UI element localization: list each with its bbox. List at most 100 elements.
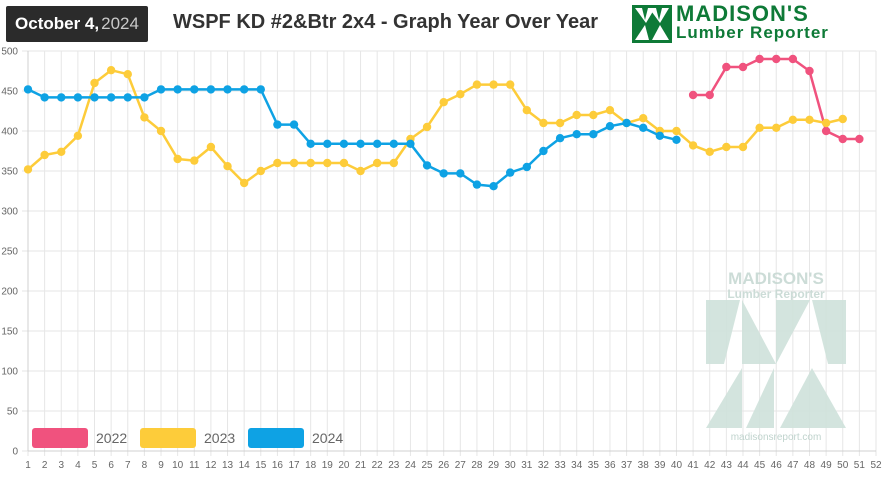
x-tick-label: 35	[588, 460, 600, 471]
x-tick-label: 11	[189, 460, 200, 471]
data-point-2024	[306, 139, 315, 148]
data-point-2024	[40, 93, 49, 102]
data-point-2023	[439, 98, 448, 107]
data-point-2024	[372, 139, 382, 148]
watermark-brand: MADISON'S	[728, 269, 824, 288]
y-tick-label: 50	[7, 407, 19, 418]
legend-label-2023: 2023	[204, 430, 235, 446]
data-point-2023	[838, 114, 847, 124]
data-point-2023	[90, 78, 99, 88]
data-point-2023	[672, 126, 681, 136]
data-point-2023	[472, 80, 482, 89]
x-tick-label: 8	[142, 460, 148, 471]
x-tick-label: 47	[787, 460, 799, 471]
x-tick-label: 17	[288, 460, 300, 471]
data-point-2022	[688, 90, 698, 100]
y-tick-label: 250	[1, 247, 18, 258]
data-point-2022	[855, 134, 864, 144]
x-tick-label: 31	[521, 460, 533, 471]
x-tick-label: 52	[870, 460, 882, 471]
watermark-triangle	[776, 300, 810, 364]
x-tick-label: 3	[58, 460, 64, 471]
legend-label-2022: 2022	[96, 430, 127, 446]
data-point-2023	[705, 147, 714, 156]
x-tick-label: 23	[388, 460, 400, 471]
data-point-2023	[156, 126, 166, 136]
data-point-2023	[572, 110, 581, 120]
x-tick-label: 9	[158, 460, 164, 471]
x-tick-label: 2	[42, 460, 48, 471]
date-year: 2024	[101, 14, 139, 33]
data-point-2022	[805, 66, 814, 76]
data-point-2023	[306, 158, 315, 168]
y-tick-label: 0	[12, 447, 18, 458]
data-point-2023	[821, 118, 831, 128]
y-tick-label: 400	[1, 127, 18, 138]
x-tick-label: 1	[25, 460, 31, 471]
data-point-2024	[555, 134, 565, 143]
data-point-2024	[672, 135, 681, 144]
date-badge: October 4, 2024	[6, 6, 148, 42]
data-point-2024	[106, 93, 116, 102]
x-tick-label: 29	[488, 460, 500, 471]
x-tick-label: 24	[405, 460, 417, 471]
data-point-2023	[505, 80, 515, 89]
data-point-2023	[589, 110, 598, 120]
watermark-triangle	[742, 300, 776, 364]
data-point-2023	[140, 113, 149, 122]
legend-label-2024: 2024	[312, 430, 343, 446]
x-tick-label: 18	[305, 460, 317, 471]
watermark-triangle	[746, 368, 774, 428]
chart-title: WSPF KD #2&Btr 2x4 - Graph Year Over Yea…	[173, 11, 599, 33]
x-tick-label: 34	[571, 460, 583, 471]
data-point-2023	[289, 158, 299, 168]
data-point-2024	[339, 139, 349, 148]
series-line-2023	[27, 68, 844, 185]
x-tick-label: 22	[372, 460, 384, 471]
data-point-2023	[688, 141, 698, 150]
data-point-2023	[605, 106, 615, 115]
data-point-2024	[190, 85, 199, 94]
data-point-2023	[57, 147, 66, 156]
data-point-2023	[555, 118, 565, 128]
x-tick-label: 26	[438, 460, 450, 471]
data-point-2023	[722, 142, 731, 152]
chart-legend: 2022 2023 2024	[32, 428, 343, 448]
data-point-2023	[206, 142, 216, 152]
x-tick-label: 28	[471, 460, 483, 471]
x-tick-label: 36	[604, 460, 616, 471]
x-tick-label: 10	[172, 460, 184, 471]
y-tick-label: 350	[1, 167, 18, 178]
data-point-2024	[323, 139, 332, 148]
data-point-2022	[838, 134, 847, 144]
x-tick-label: 51	[854, 460, 866, 471]
x-tick-label: 5	[92, 460, 98, 471]
data-point-2023	[323, 158, 332, 168]
x-tick-label: 21	[355, 460, 367, 471]
data-point-2022	[755, 54, 764, 64]
data-point-2023	[256, 166, 265, 176]
x-tick-label: 49	[821, 460, 833, 471]
x-tick-label: 20	[338, 460, 350, 471]
data-point-2023	[190, 156, 199, 165]
data-point-2024	[456, 169, 465, 178]
x-tick-label: 48	[804, 460, 816, 471]
data-point-2023	[223, 162, 232, 171]
data-point-2024	[206, 85, 216, 94]
x-tick-label: 32	[538, 460, 550, 471]
data-point-2024	[522, 162, 532, 172]
data-point-2023	[123, 70, 132, 79]
data-point-2024	[605, 122, 615, 131]
data-point-2024	[622, 118, 631, 128]
data-point-2023	[372, 158, 382, 168]
data-point-2023	[273, 158, 282, 168]
data-point-2023	[239, 178, 249, 188]
y-tick-label: 200	[1, 287, 18, 298]
watermark-subtitle: Lumber Reporter	[727, 287, 825, 301]
x-tick-label: 46	[771, 460, 783, 471]
data-point-2023	[389, 158, 399, 168]
data-point-2024	[239, 85, 249, 94]
series-line-2024	[27, 88, 677, 188]
